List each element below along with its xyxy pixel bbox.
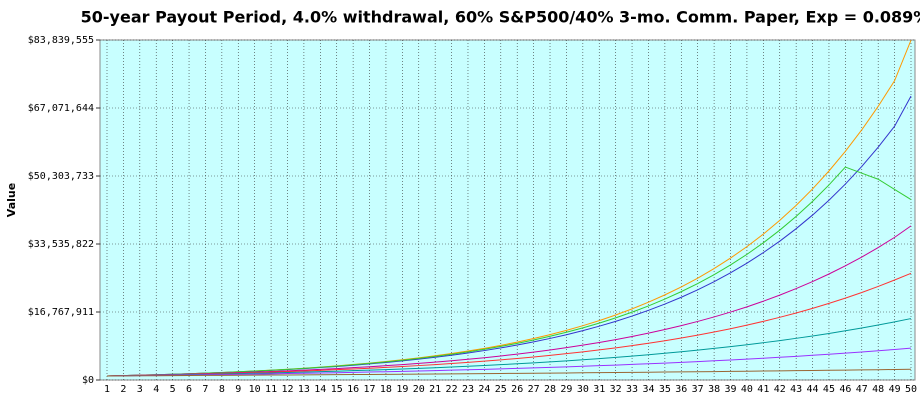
x-tick-label: 36 [675,384,687,395]
series-line [106,347,912,377]
x-tick-label: 50 [905,384,917,395]
x-tick-label: 31 [593,384,605,395]
x-tick-label: 47 [856,384,868,395]
series-line [106,318,912,377]
x-tick-label: 40 [741,384,753,395]
series-line [106,166,912,377]
x-tick-label: 44 [807,384,819,395]
x-tick-label: 21 [429,384,441,395]
x-tick-label: 20 [413,384,425,395]
x-tick-label: 2 [120,384,126,395]
x-tick-label: 43 [790,384,802,395]
x-tick-label: 16 [347,384,359,395]
x-tick-label: 46 [839,384,851,395]
x-tick-label: 14 [314,384,326,395]
x-tick-label: 48 [872,384,884,395]
x-tick-label: 19 [396,384,408,395]
x-tick-label: 6 [186,384,192,395]
x-tick-label: 24 [478,384,490,395]
x-tick-label: 32 [610,384,622,395]
x-tick-label: 8 [219,384,225,395]
y-tick-label: $67,071,644 [28,103,94,114]
x-tick-label: 11 [265,384,277,395]
series-line [106,272,912,377]
y-tick-label: $0 [82,375,94,386]
chart-title: 50-year Payout Period, 4.0% withdrawal, … [81,8,920,27]
x-tick-label: 12 [281,384,293,395]
x-tick-label: 35 [659,384,671,395]
x-tick-label: 1 [104,384,110,395]
y-axis-label: Value [5,183,18,217]
x-tick-label: 38 [708,384,720,395]
x-tick-label: 5 [170,384,176,395]
y-tick-label: $50,303,733 [28,171,94,182]
x-tick-label: 30 [577,384,589,395]
y-tick-label: $83,839,555 [28,35,94,46]
plot-area [99,39,916,381]
x-tick-label: 33 [626,384,638,395]
x-tick-label: 29 [560,384,572,395]
x-tick-label: 10 [249,384,261,395]
x-tick-label: 15 [331,384,343,395]
x-tick-label: 49 [889,384,901,395]
x-tick-label: 7 [202,384,208,395]
x-tick-label: 37 [692,384,704,395]
y-tick-label: $16,767,911 [28,307,94,318]
x-tick-label: 3 [137,384,143,395]
x-tick-label: 42 [774,384,786,395]
x-tick-label: 28 [544,384,556,395]
x-tick-label: 26 [511,384,523,395]
x-tick-label: 45 [823,384,835,395]
x-tick-label: 9 [235,384,241,395]
x-tick-label: 4 [153,384,159,395]
x-tick-label: 39 [724,384,736,395]
x-tick-label: 34 [642,384,654,395]
x-tick-label: 23 [462,384,474,395]
x-tick-label: 13 [298,384,310,395]
y-tick-label: $33,535,822 [28,239,94,250]
x-tick-label: 25 [495,384,507,395]
x-tick-label: 22 [446,384,458,395]
x-tick-label: 17 [364,384,376,395]
x-tick-label: 41 [757,384,769,395]
x-tick-label: 27 [528,384,540,395]
x-tick-label: 18 [380,384,392,395]
series-line [106,368,912,377]
